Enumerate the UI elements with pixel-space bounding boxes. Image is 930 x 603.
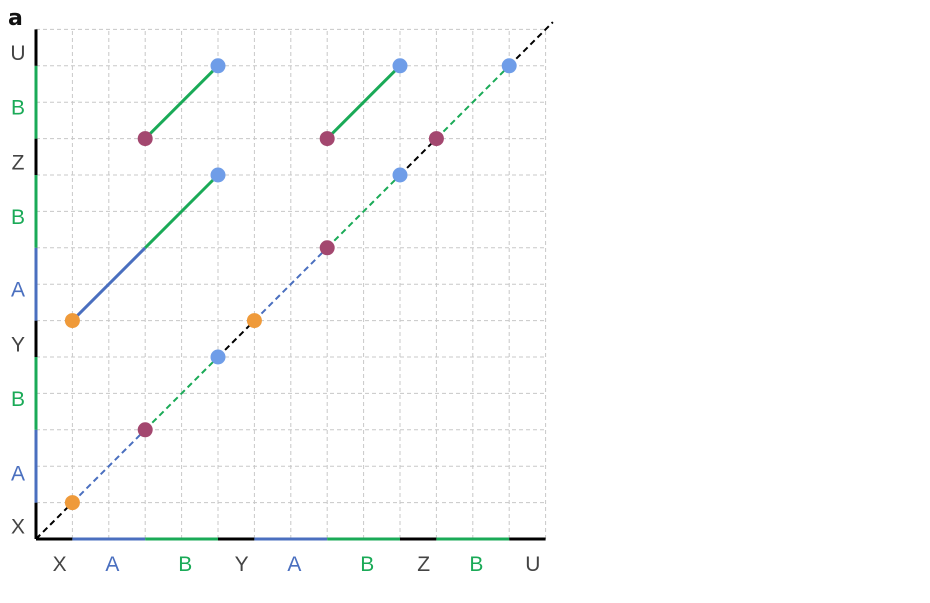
point — [64, 313, 80, 329]
connection-line — [326, 64, 402, 140]
point — [246, 313, 262, 329]
x-tick-label: A — [287, 553, 301, 576]
y-tick-label: Y — [11, 333, 25, 356]
point — [392, 167, 408, 183]
point — [392, 58, 408, 74]
point — [319, 131, 335, 147]
x-tick-label: A — [105, 553, 119, 576]
x-tick-label: Z — [417, 553, 430, 576]
point — [210, 349, 226, 365]
y-tick-label: A — [11, 462, 25, 485]
x-tick-label: B — [360, 553, 374, 576]
diagonal-segment — [399, 137, 438, 176]
y-tick-label: A — [11, 279, 25, 302]
connection-line — [71, 246, 147, 322]
y-tick-label: U — [10, 42, 25, 65]
point — [319, 240, 335, 256]
diagonal-segment — [435, 65, 510, 140]
connection-line — [144, 64, 220, 140]
diagonal-lines — [35, 21, 554, 540]
connection-line — [144, 173, 220, 249]
diagonal-segment — [144, 356, 219, 431]
point — [210, 58, 226, 74]
diagonal-segment — [253, 247, 328, 322]
point — [210, 167, 226, 183]
diagonal-segment — [326, 174, 401, 249]
x-tick-label: X — [53, 553, 67, 576]
y-tick-label: B — [11, 388, 25, 411]
point — [137, 422, 153, 438]
y-tick-label: X — [11, 515, 25, 538]
point — [501, 58, 517, 74]
panel-label: a — [8, 6, 23, 31]
axis-segments — [34, 29, 546, 541]
x-tick-label: Y — [235, 553, 249, 576]
diagonal-segment — [508, 21, 554, 67]
y-tick-label: Z — [12, 151, 25, 174]
connection-lines — [71, 64, 402, 322]
points — [64, 58, 517, 511]
diagonal-segment — [217, 319, 256, 358]
x-tick-label: U — [525, 553, 540, 576]
diagonal-segment — [71, 429, 146, 504]
diagonal-segment — [35, 501, 74, 540]
y-tick-label: B — [11, 97, 25, 120]
x-tick-label: B — [178, 553, 192, 576]
point — [64, 495, 80, 511]
point — [428, 131, 444, 147]
point — [137, 131, 153, 147]
y-tick-labels: X A B Y A B Z B U — [10, 42, 25, 538]
y-tick-label: B — [11, 206, 25, 229]
x-tick-label: B — [469, 553, 483, 576]
